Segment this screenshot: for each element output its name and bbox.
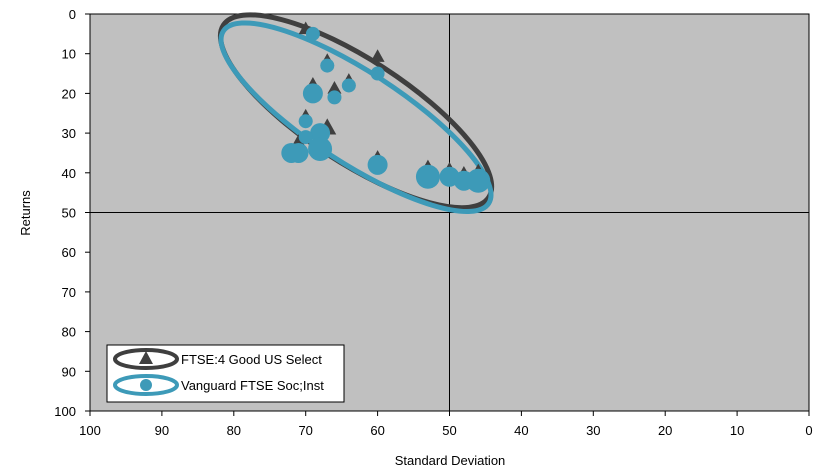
x-tick-label: 50 xyxy=(442,423,456,438)
y-tick-label: 90 xyxy=(62,364,76,379)
x-tick-label: 40 xyxy=(514,423,528,438)
x-tick-label: 60 xyxy=(370,423,384,438)
x-tick-label: 90 xyxy=(155,423,169,438)
legend: FTSE:4 Good US Select Vanguard FTSE Soc;… xyxy=(106,344,345,403)
x-tick-label: 30 xyxy=(586,423,600,438)
y-tick-label: 20 xyxy=(62,86,76,101)
y-tick-label: 60 xyxy=(62,245,76,260)
legend-ellipse-ftse xyxy=(113,348,179,370)
circle-point xyxy=(370,66,385,81)
y-tick-label: 40 xyxy=(62,166,76,181)
x-tick-label: 0 xyxy=(805,423,812,438)
circle-point xyxy=(298,114,313,129)
y-tick-label: 100 xyxy=(54,404,76,419)
x-tick-label: 80 xyxy=(227,423,241,438)
circle-point xyxy=(367,154,388,175)
x-tick-label: 100 xyxy=(79,423,101,438)
y-tick-label: 0 xyxy=(69,7,76,22)
legend-label-ftse: FTSE:4 Good US Select xyxy=(181,352,322,367)
x-axis-title: Standard Deviation xyxy=(395,453,506,468)
legend-label-vanguard: Vanguard FTSE Soc;Inst xyxy=(181,378,324,393)
x-tick-label: 10 xyxy=(730,423,744,438)
circle-point xyxy=(320,58,335,73)
circle-point xyxy=(298,130,313,145)
x-tick-label: 20 xyxy=(658,423,672,438)
y-tick-label: 30 xyxy=(62,126,76,141)
circle-point xyxy=(466,168,491,193)
y-tick-label: 10 xyxy=(62,47,76,62)
circle-point xyxy=(415,164,440,189)
triangle-point xyxy=(370,49,385,62)
circle-point xyxy=(308,136,333,161)
y-tick-label: 80 xyxy=(62,325,76,340)
x-tick-label: 70 xyxy=(298,423,312,438)
x-axis: 100 90 80 70 60 50 40 30 20 10 0 xyxy=(79,411,813,438)
legend-ellipse-vanguard xyxy=(113,374,179,396)
legend-marker-ftse-triangle xyxy=(139,351,153,364)
y-axis-title: Returns xyxy=(18,190,33,236)
circle-point xyxy=(281,142,302,163)
legend-marker-vanguard-circle xyxy=(140,379,152,391)
data-points xyxy=(281,21,491,193)
y-axis: 0 10 20 30 40 50 60 70 80 90 100 xyxy=(54,7,90,419)
circle-point xyxy=(305,26,320,41)
circle-point xyxy=(341,78,356,93)
quadrant-lines xyxy=(90,14,809,411)
y-tick-label: 70 xyxy=(62,285,76,300)
circle-point xyxy=(302,83,323,104)
y-tick-label: 50 xyxy=(62,206,76,221)
circle-point xyxy=(327,90,342,105)
triangle-point xyxy=(327,81,342,94)
